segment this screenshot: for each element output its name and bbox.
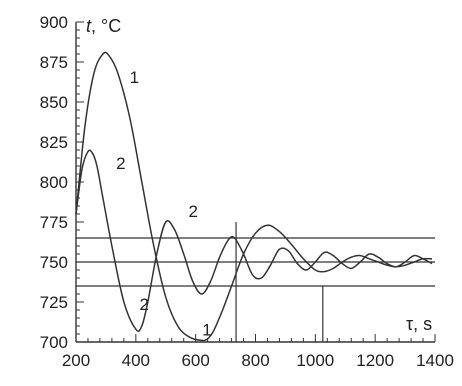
x-axis-unit: , s <box>413 314 432 334</box>
curve-label-2: 2 <box>189 202 198 221</box>
curves <box>75 51 433 342</box>
x-tick-label: 200 <box>62 351 90 370</box>
y-tick-label: 775 <box>40 213 68 232</box>
x-tick-label: 400 <box>122 351 150 370</box>
curve-label-2: 2 <box>116 154 125 173</box>
axes <box>75 21 436 343</box>
y-tick-label: 700 <box>40 333 68 352</box>
series-1-line <box>75 51 433 342</box>
y-tick-label: 725 <box>40 293 68 312</box>
y-tick-label: 750 <box>40 253 68 272</box>
x-tick-label: 1000 <box>296 351 334 370</box>
y-tick-label: 850 <box>40 93 68 112</box>
y-tick-label: 825 <box>40 133 68 152</box>
curve-label-1: 1 <box>202 321 211 340</box>
y-tick-label: 875 <box>40 53 68 72</box>
curve-label-2: 2 <box>139 295 148 314</box>
x-tick-label: 1200 <box>356 351 394 370</box>
x-tick-label: 1400 <box>416 351 454 370</box>
x-axis-variable: τ <box>406 314 413 334</box>
series-2-line <box>75 149 433 332</box>
x-axis-title: τ, s <box>406 314 432 334</box>
y-tick-label: 900 <box>40 13 68 32</box>
y-axis-variable: t <box>86 16 92 36</box>
x-tick-label: 800 <box>241 351 269 370</box>
y-axis-unit: , °C <box>91 16 121 36</box>
x-tick-label: 600 <box>181 351 209 370</box>
labels: t, °C τ, s 700 725 750 775 800 825 850 875 900 20… <box>40 13 454 370</box>
reference-lines <box>76 222 435 342</box>
curve-label-1: 1 <box>130 68 139 87</box>
y-axis-title: t, °C <box>86 16 121 36</box>
y-tick-label: 800 <box>40 173 68 192</box>
